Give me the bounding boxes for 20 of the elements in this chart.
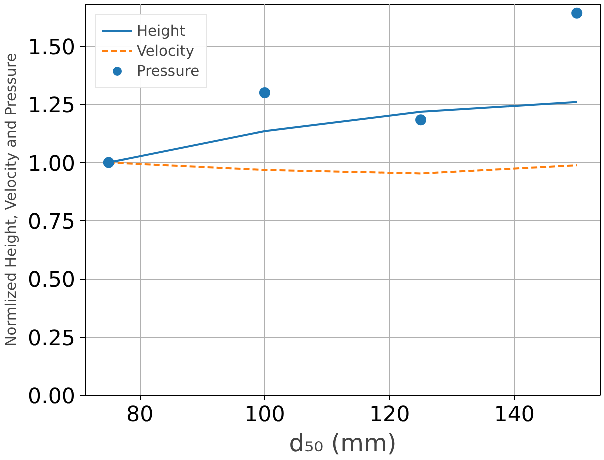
x-axis-title: d₅₀ (mm) xyxy=(289,430,397,458)
point xyxy=(572,8,583,19)
y-axis-title: Normlized Height, Velocity and Pressure xyxy=(3,53,20,347)
point xyxy=(103,157,114,168)
x-tick-label: 120 xyxy=(369,402,410,428)
y-tick-label: 0.75 xyxy=(28,210,76,235)
legend-label: Height xyxy=(137,22,186,40)
y-tick-label: 1.25 xyxy=(28,94,76,119)
x-tick-label: 100 xyxy=(244,402,286,428)
y-tick-label: 0.50 xyxy=(28,268,76,294)
legend-label: Velocity xyxy=(137,42,194,60)
legend-label: Pressure xyxy=(137,62,200,80)
y-tick-label: 1.50 xyxy=(28,35,76,60)
point xyxy=(416,114,427,126)
x-tick-label: 80 xyxy=(126,402,154,428)
point xyxy=(259,87,270,98)
x-tick-label: 140 xyxy=(494,402,536,428)
y-tick-label: 1.00 xyxy=(28,152,76,177)
y-tick-label: 0.00 xyxy=(28,384,76,410)
y-tick-label: 0.25 xyxy=(28,326,76,352)
